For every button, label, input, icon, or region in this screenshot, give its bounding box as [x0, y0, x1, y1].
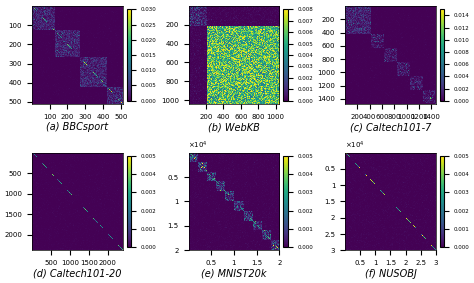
X-axis label: (d) Caltech101-20: (d) Caltech101-20 — [33, 269, 121, 279]
X-axis label: (e) MNIST20k: (e) MNIST20k — [201, 269, 266, 279]
Text: $\times10^4$: $\times10^4$ — [345, 139, 365, 151]
X-axis label: (c) Caltech101-7: (c) Caltech101-7 — [350, 122, 431, 132]
X-axis label: (b) WebKB: (b) WebKB — [208, 122, 260, 132]
X-axis label: (f) NUSOBJ: (f) NUSOBJ — [365, 269, 417, 279]
X-axis label: (a) BBCsport: (a) BBCsport — [46, 122, 109, 132]
Text: $\times10^4$: $\times10^4$ — [189, 139, 208, 151]
